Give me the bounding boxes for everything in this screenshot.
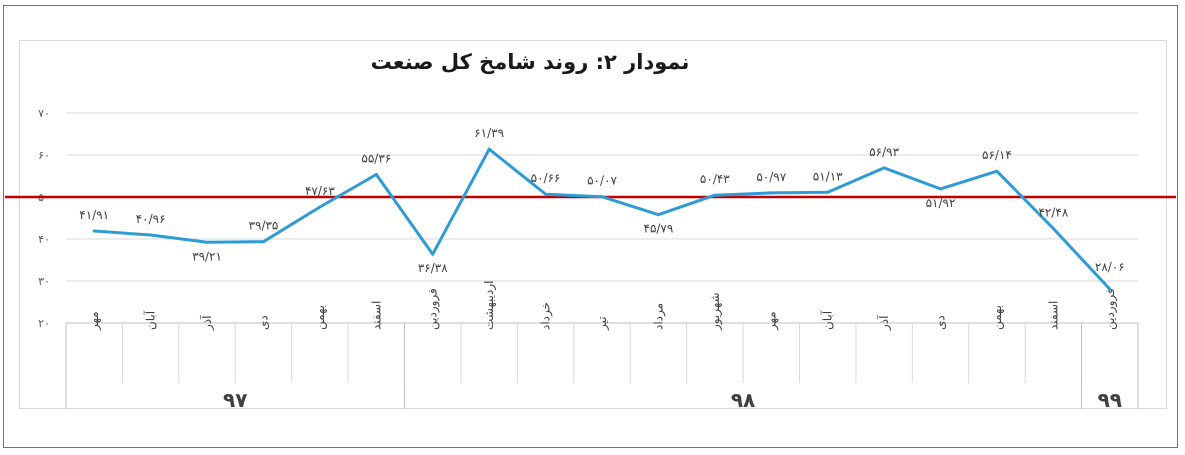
data-point — [713, 193, 717, 197]
category-label: اسفند — [1046, 301, 1060, 330]
category-label: مهر — [764, 311, 779, 331]
data-label: ۵۱/۱۳ — [813, 169, 843, 183]
category-label: دی — [256, 315, 270, 330]
data-point — [318, 205, 322, 209]
category-label: آذر — [876, 315, 892, 331]
data-label: ۲۸/۰۶ — [1095, 260, 1125, 274]
data-label: ۴۱/۹۱ — [79, 208, 109, 222]
data-point — [600, 195, 604, 199]
category-label: مهر — [87, 311, 102, 331]
year-label: ۹۹ — [1098, 388, 1122, 412]
data-label: ۵۱/۹۲ — [926, 196, 956, 210]
y-tick-label: ۴۰ — [38, 233, 50, 246]
data-point — [261, 240, 265, 244]
data-label: ۵۰/۶۶ — [531, 171, 561, 185]
category-label: شهریور — [708, 292, 723, 331]
category-label: دی — [934, 315, 948, 330]
series-line — [94, 147, 1111, 291]
data-label: ۵۰/۰۷ — [587, 174, 617, 188]
data-label: ۴۲/۴۸ — [1038, 206, 1068, 220]
data-point — [939, 187, 943, 191]
data-label: ۴۷/۶۳ — [305, 184, 335, 198]
data-label: ۳۹/۳۵ — [249, 219, 279, 233]
data-label: ۵۰/۹۷ — [756, 170, 786, 184]
data-label: ۵۶/۹۳ — [869, 145, 899, 159]
category-label: مرداد — [651, 303, 666, 330]
category-label: آبان — [820, 310, 835, 330]
data-point — [1108, 287, 1112, 291]
category-label: تیر — [595, 316, 610, 331]
data-point — [92, 229, 96, 233]
data-point — [826, 190, 830, 194]
category-label: آذر — [199, 315, 215, 331]
y-tick-label: ۲۰ — [38, 317, 50, 330]
year-label: ۹۷ — [223, 388, 247, 412]
data-point — [882, 166, 886, 170]
data-label: ۵۵/۳۶ — [361, 151, 391, 165]
y-tick-label: ۳۰ — [38, 275, 50, 288]
data-label: ۶۱/۳۹ — [474, 126, 504, 140]
data-label: ۵۶/۱۴ — [982, 148, 1012, 162]
outer-frame — [3, 5, 1178, 448]
category-label: اردیبهشت — [482, 281, 497, 330]
category-label: فروردین — [426, 288, 441, 330]
y-tick-label: ۷۰ — [38, 107, 50, 120]
data-point — [487, 147, 491, 151]
category-label: بهمن — [313, 305, 328, 330]
data-point — [769, 191, 773, 195]
data-label: ۳۶/۳۸ — [418, 261, 448, 275]
data-label: ۵۰/۴۳ — [700, 172, 730, 186]
chart-title: نمودار ۲: روند شامخ کل صنعت — [370, 50, 690, 74]
data-point — [544, 192, 548, 196]
data-label: ۴۰/۹۶ — [136, 212, 166, 226]
chart-area-frame — [19, 40, 1167, 409]
data-point — [1051, 227, 1055, 231]
data-label: ۴۵/۷۹ — [644, 222, 674, 236]
data-label: ۳۹/۲۱ — [192, 249, 222, 263]
y-tick-label: ۶۰ — [38, 149, 50, 162]
category-label: بهمن — [990, 305, 1005, 330]
data-point — [995, 169, 999, 173]
category-label: خرداد — [539, 302, 554, 330]
data-point — [431, 252, 435, 256]
data-point — [205, 240, 209, 244]
data-point — [374, 172, 378, 176]
category-label: اسفند — [369, 301, 383, 330]
year-label: ۹۸ — [731, 388, 755, 412]
data-point — [656, 213, 660, 217]
data-point — [149, 233, 153, 237]
category-label: فروردین — [1103, 288, 1118, 330]
category-label: آبان — [143, 310, 158, 330]
